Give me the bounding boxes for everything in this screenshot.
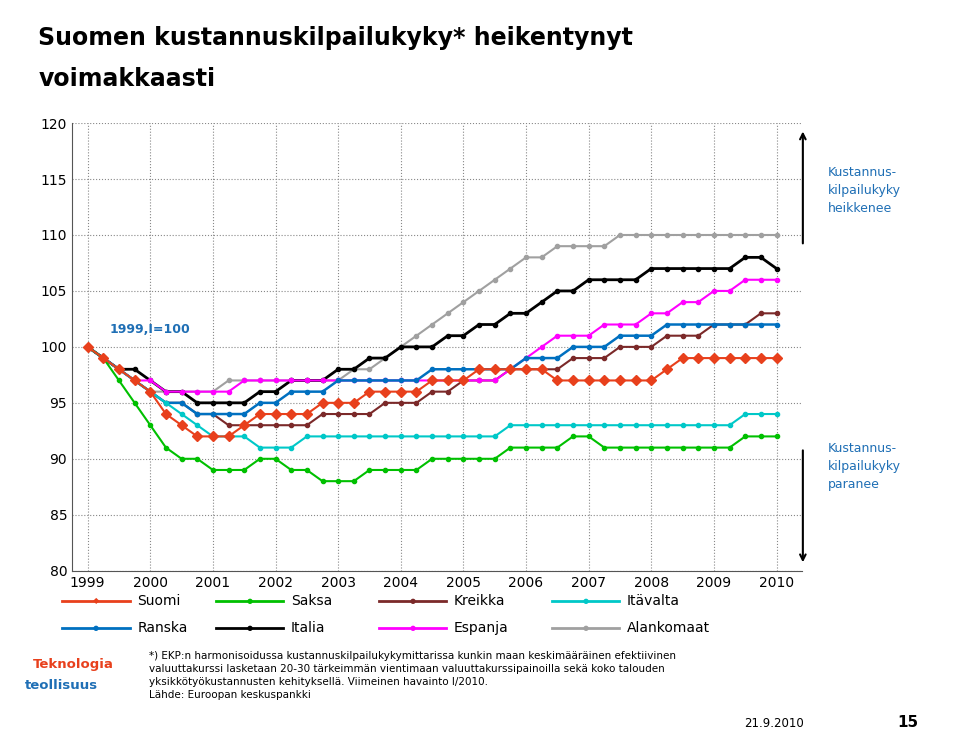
Text: 15: 15: [898, 715, 919, 730]
Text: Kreikka: Kreikka: [454, 594, 506, 607]
Text: ●: ●: [93, 625, 99, 631]
Text: Saksa: Saksa: [291, 594, 332, 607]
Text: Espanja: Espanja: [454, 621, 509, 635]
Text: Alankomaat: Alankomaat: [627, 621, 710, 635]
Text: 1999,I=100: 1999,I=100: [109, 324, 190, 336]
Text: Itävalta: Itävalta: [627, 594, 680, 607]
Text: Kustannus-
kilpailukyky
heikkenee: Kustannus- kilpailukyky heikkenee: [828, 166, 900, 215]
Text: Kustannus-
kilpailukyky
paranee: Kustannus- kilpailukyky paranee: [828, 442, 900, 491]
Text: Italia: Italia: [291, 621, 325, 635]
Text: Teknologia: Teknologia: [33, 658, 113, 671]
Text: ●: ●: [247, 598, 252, 604]
Text: ●: ●: [583, 598, 588, 604]
Text: ◆: ◆: [93, 596, 99, 605]
Text: voimakkaasti: voimakkaasti: [38, 67, 216, 91]
Text: ●: ●: [583, 625, 588, 631]
Text: ●: ●: [410, 598, 416, 604]
Text: Suomi: Suomi: [137, 594, 180, 607]
Text: Suomen kustannuskilpailukyky* heikentynyt: Suomen kustannuskilpailukyky* heikentyny…: [38, 26, 634, 50]
Text: 21.9.2010: 21.9.2010: [744, 717, 804, 730]
Text: teollisuus: teollisuus: [25, 679, 98, 692]
Text: *) EKP:n harmonisoidussa kustannuskilpailukykymittarissa kunkin maan keskimääräi: *) EKP:n harmonisoidussa kustannuskilpai…: [149, 651, 676, 700]
Text: ●: ●: [247, 625, 252, 631]
Text: ●: ●: [410, 625, 416, 631]
Text: Ranska: Ranska: [137, 621, 187, 635]
